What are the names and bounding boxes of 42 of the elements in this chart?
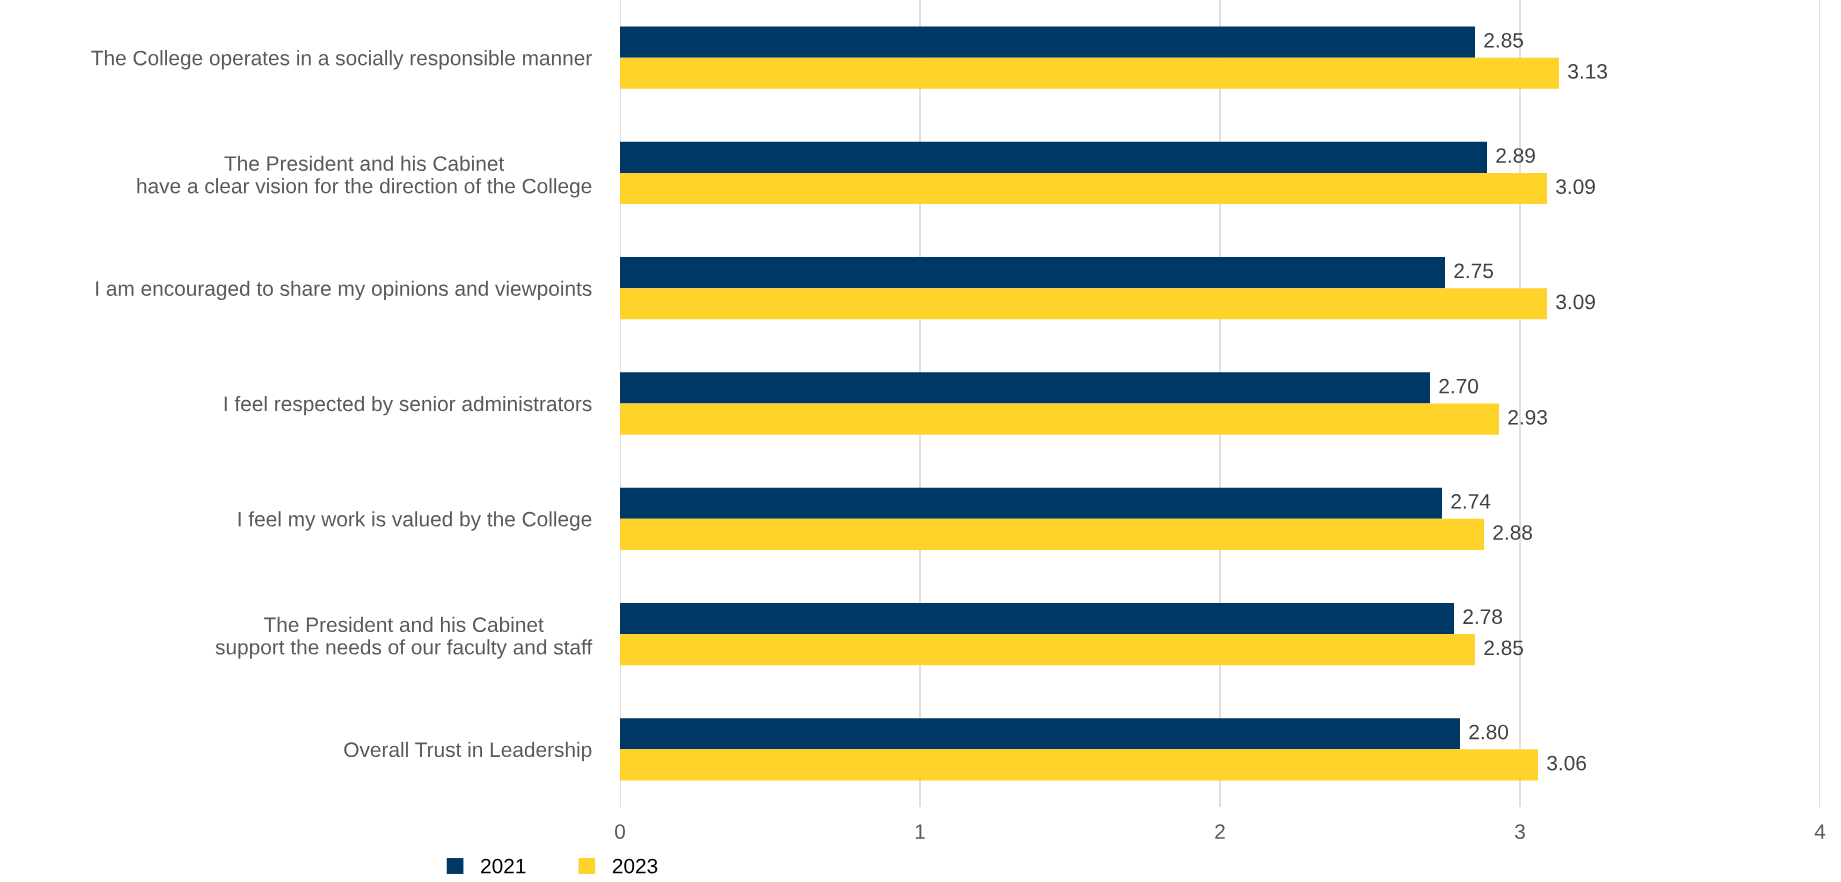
bar [620, 141, 1487, 173]
y-tick-label: Overall Trust in Leadership [344, 741, 592, 762]
data-label: 2.89 [1496, 148, 1535, 163]
bar [620, 57, 1559, 89]
bar [620, 288, 1547, 320]
x-tick-label: 3 [1515, 824, 1525, 839]
data-label: 2.88 [1493, 525, 1532, 540]
x-tick-label: 2 [1215, 824, 1225, 839]
bar [620, 372, 1430, 404]
bar [620, 718, 1460, 750]
data-label: 2.85 [1484, 32, 1524, 48]
legend-label: 2021 [481, 858, 526, 874]
y-tick-label: I am encouraged to share my opinions and viewpoints [96, 280, 592, 301]
bar [620, 26, 1475, 58]
data-label: 3.09 [1556, 294, 1595, 310]
bar [620, 749, 1538, 781]
y-tick-label: The College operates in a socially responsible manner [91, 50, 592, 70]
bar [620, 487, 1442, 519]
y-tick-label: I feel my work is valued by the College [238, 511, 592, 531]
y-tick-label: The President and his Cabinet have a clear vision for the direction of the College [137, 155, 592, 198]
bar [620, 602, 1454, 635]
bar [620, 172, 1547, 205]
data-label: 3.09 [1556, 179, 1595, 195]
data-label: 2.80 [1469, 724, 1509, 740]
x-tick-label: 0 [615, 824, 625, 839]
x-tick-label: 1 [915, 824, 925, 839]
bar [620, 634, 1475, 666]
data-label: 3.13 [1568, 64, 1607, 79]
data-label: 2.70 [1439, 378, 1479, 394]
data-label: 2.75 [1454, 263, 1494, 279]
data-label: 2.85 [1484, 640, 1524, 656]
data-label: 2.78 [1463, 609, 1502, 625]
data-label: 2.74 [1451, 494, 1491, 509]
y-tick-label: I feel respected by senior administrators [224, 395, 592, 416]
x-tick-label: 4 [1814, 824, 1826, 839]
data-label: 2.93 [1508, 409, 1547, 425]
y-tick-label: The President and his Cabinet support the needs of our faculty and staff [215, 616, 593, 659]
legend-label: 2023 [612, 858, 658, 874]
bar [620, 403, 1499, 435]
bar [620, 518, 1484, 550]
bar [620, 257, 1445, 289]
data-label: 3.06 [1547, 755, 1586, 771]
